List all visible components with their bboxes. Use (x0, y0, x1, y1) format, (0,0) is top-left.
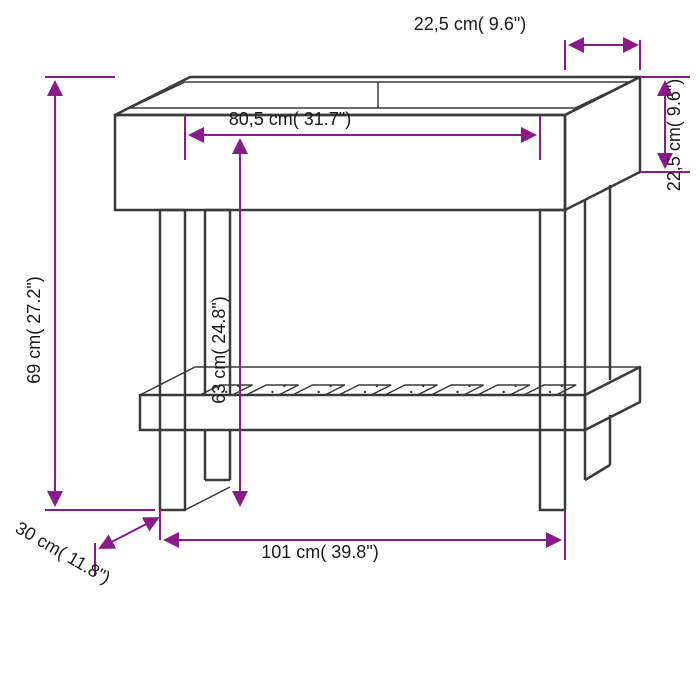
dimension-labels: 22,5 cm( 9.6") 22,5 cm( 9.6") 80,5 cm( 31.… (12, 14, 684, 588)
dim-label-bottom_width: 101 cm( 39.8") (261, 542, 378, 562)
dim-label-left_height: 69 cm( 27.2") (24, 276, 44, 383)
dim-label-bottom_depth: 30 cm( 11.8") (12, 518, 114, 588)
dim-label-right_height: 22,5 cm( 9.6") (664, 79, 684, 191)
product-outline (115, 77, 640, 510)
dim-label-inner_height: 63 cm( 24.8") (209, 296, 229, 403)
dim-label-inner_width: 80,5 cm( 31.7") (229, 109, 351, 129)
dimension-drawing: 22,5 cm( 9.6") 22,5 cm( 9.6") 80,5 cm( 31.… (0, 0, 700, 700)
shelf-slats (200, 385, 576, 395)
dim-label-top_depth: 22,5 cm( 9.6") (414, 14, 526, 34)
dimension-lines (45, 40, 690, 575)
